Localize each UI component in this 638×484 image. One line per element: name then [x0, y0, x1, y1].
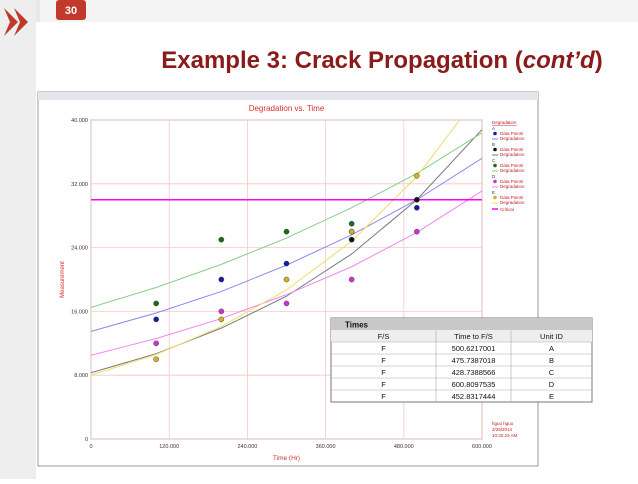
legend-point — [493, 147, 497, 152]
x-tick-label: 600.000 — [472, 444, 492, 450]
y-axis-label: Measurement — [60, 261, 66, 298]
x-tick-label: 0 — [89, 444, 92, 450]
data-point — [153, 340, 159, 347]
legend-series-name: C — [492, 158, 496, 163]
data-point — [153, 300, 159, 307]
legend-entry: Data Points — [500, 131, 524, 136]
table-cell: F — [381, 392, 386, 401]
table-cell: 600.8097535 — [452, 380, 496, 389]
data-point — [218, 276, 225, 283]
data-point — [414, 196, 420, 203]
data-point — [348, 236, 355, 243]
footer-text: 10:32:23 AM — [492, 433, 518, 438]
table-cell: 500.6217001 — [452, 344, 496, 353]
data-point — [218, 236, 225, 243]
legend-title: Degradation — [492, 120, 517, 125]
legend-entry: Data Points — [500, 163, 524, 168]
x-tick-label: 240.000 — [237, 444, 257, 450]
chart-header-bar — [38, 92, 538, 100]
data-point — [218, 308, 225, 315]
table-cell: D — [549, 380, 555, 389]
table-cell: E — [549, 392, 554, 401]
data-point — [414, 173, 420, 179]
table-cell: 475.7387018 — [452, 356, 496, 365]
table-cell: 452.8317444 — [452, 392, 496, 401]
table-cell: F — [381, 356, 386, 365]
table-cell: C — [549, 368, 555, 377]
table-header-cell: Time to F/S — [454, 332, 492, 341]
slide-title: Example 3: Crack Propagation (cont’d) — [161, 47, 602, 74]
table-header-cell: Unit ID — [540, 332, 564, 341]
table-header-cell: F/S — [378, 332, 390, 341]
legend-entry: Data Points — [500, 147, 524, 152]
data-point — [153, 316, 159, 323]
data-point — [153, 356, 159, 363]
footer-text: 3/25/2014 — [492, 427, 513, 432]
table-header-bar — [331, 330, 592, 342]
chart-title: Degradation vs. Time — [249, 104, 325, 113]
legend-entry: Degradation — [500, 200, 525, 205]
data-point — [283, 260, 290, 267]
y-tick-label: 8.000 — [74, 373, 88, 379]
title-part: ) — [595, 47, 603, 74]
x-tick-label: 480.000 — [394, 444, 414, 450]
y-tick-label: 32.000 — [71, 182, 88, 188]
legend-entry: Degradation — [500, 152, 525, 157]
top-bar-light — [40, 0, 638, 22]
title-part: cont’d — [523, 47, 596, 74]
legend-entry: Degradation — [500, 136, 525, 141]
legend-series-name: D — [492, 174, 496, 179]
legend-entry: Data Points — [500, 179, 524, 184]
table-cell: B — [549, 356, 554, 365]
data-point — [348, 276, 355, 283]
x-axis-label: Time (Hr) — [273, 455, 300, 462]
table-cell: A — [549, 344, 554, 353]
arrow-icon — [4, 8, 28, 36]
legend-point — [493, 179, 497, 184]
y-tick-label: 24.000 — [71, 246, 88, 252]
legend-series-name: A — [492, 126, 495, 131]
legend-point — [493, 195, 497, 200]
slide-number: 30 — [65, 5, 77, 17]
side-bar — [0, 0, 36, 479]
slide-number-badge — [56, 0, 86, 20]
table-cell: 428.7388566 — [452, 368, 496, 377]
data-point — [348, 228, 355, 235]
y-tick-label: 16.000 — [71, 309, 88, 315]
legend-entry: Degradation — [500, 168, 525, 173]
table-cell: F — [381, 368, 386, 377]
legend-point — [493, 131, 497, 136]
table-cell: F — [381, 344, 386, 353]
legend-entry: Critical — [500, 207, 514, 212]
data-point — [414, 228, 420, 235]
data-point — [283, 276, 290, 283]
legend-series-name: E — [492, 190, 495, 195]
data-point — [348, 220, 355, 227]
data-point — [283, 300, 290, 307]
legend-series-name: B — [492, 142, 495, 147]
y-tick-label: 0 — [85, 437, 88, 443]
data-point — [414, 204, 420, 211]
legend-entry: Data Points — [500, 195, 524, 200]
x-tick-label: 120.000 — [159, 444, 179, 450]
footer-text: hguo hguo — [492, 421, 514, 426]
table-title: Times — [345, 321, 369, 330]
data-point — [218, 316, 225, 323]
data-point — [283, 228, 290, 235]
table-title-bar — [331, 318, 592, 330]
y-tick-label: 40.000 — [71, 118, 88, 124]
plot-layer — [91, 120, 482, 376]
title-part: Example 3: Crack Propagation ( — [161, 47, 522, 74]
x-tick-label: 360.000 — [316, 444, 336, 450]
table-cell: F — [381, 380, 386, 389]
legend-entry: Degradation — [500, 184, 525, 189]
legend-point — [493, 163, 497, 168]
